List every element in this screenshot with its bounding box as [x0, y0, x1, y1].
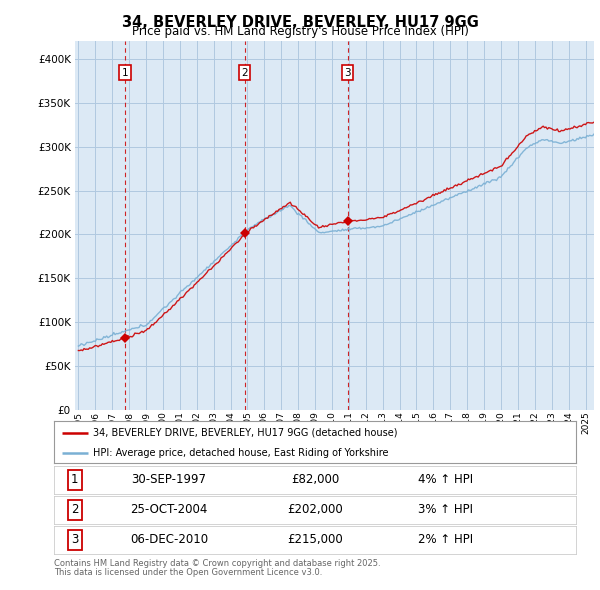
- Text: Price paid vs. HM Land Registry's House Price Index (HPI): Price paid vs. HM Land Registry's House …: [131, 25, 469, 38]
- Text: 06-DEC-2010: 06-DEC-2010: [130, 533, 208, 546]
- Text: 3% ↑ HPI: 3% ↑ HPI: [418, 503, 473, 516]
- Text: £82,000: £82,000: [291, 473, 339, 486]
- Text: 4% ↑ HPI: 4% ↑ HPI: [418, 473, 473, 486]
- Text: 1: 1: [122, 68, 128, 78]
- Text: 1: 1: [71, 473, 79, 486]
- Text: 2: 2: [71, 503, 79, 516]
- Text: 2: 2: [241, 68, 248, 78]
- Text: £202,000: £202,000: [287, 503, 343, 516]
- Text: 25-OCT-2004: 25-OCT-2004: [130, 503, 208, 516]
- Text: HPI: Average price, detached house, East Riding of Yorkshire: HPI: Average price, detached house, East…: [93, 448, 389, 457]
- Text: 34, BEVERLEY DRIVE, BEVERLEY, HU17 9GG (detached house): 34, BEVERLEY DRIVE, BEVERLEY, HU17 9GG (…: [93, 428, 398, 438]
- Text: This data is licensed under the Open Government Licence v3.0.: This data is licensed under the Open Gov…: [54, 568, 322, 577]
- Text: Contains HM Land Registry data © Crown copyright and database right 2025.: Contains HM Land Registry data © Crown c…: [54, 559, 380, 568]
- Text: 2% ↑ HPI: 2% ↑ HPI: [418, 533, 473, 546]
- Text: 3: 3: [344, 68, 351, 78]
- Text: 3: 3: [71, 533, 79, 546]
- Text: 34, BEVERLEY DRIVE, BEVERLEY, HU17 9GG: 34, BEVERLEY DRIVE, BEVERLEY, HU17 9GG: [122, 15, 478, 30]
- Text: £215,000: £215,000: [287, 533, 343, 546]
- Text: 30-SEP-1997: 30-SEP-1997: [131, 473, 206, 486]
